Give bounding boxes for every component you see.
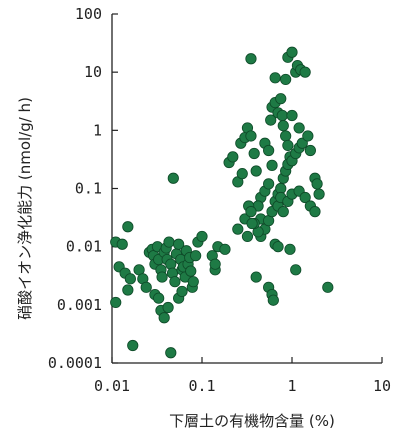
- scatter-points: [110, 46, 334, 359]
- data-point: [232, 223, 244, 235]
- chart-axes: [111, 13, 383, 364]
- data-point: [227, 151, 239, 163]
- data-point: [156, 271, 168, 283]
- data-point: [209, 258, 221, 270]
- data-point: [187, 276, 199, 288]
- data-point: [272, 241, 284, 253]
- data-point: [275, 93, 287, 105]
- data-point: [165, 258, 177, 270]
- data-point: [280, 73, 292, 86]
- data-point: [140, 281, 152, 293]
- y-tick-label: 0.01: [66, 238, 102, 256]
- data-point: [110, 296, 122, 309]
- data-point: [277, 120, 289, 132]
- data-point: [127, 339, 139, 352]
- data-point: [176, 285, 188, 298]
- y-tick-label: 0.1: [75, 180, 102, 198]
- x-tick-label: 0.01: [94, 377, 130, 395]
- x-axis-title: 下層土の有機物含量 (%): [169, 412, 335, 430]
- x-tick-label: 1: [287, 377, 296, 395]
- data-point: [282, 139, 294, 152]
- y-tick-label: 100: [75, 5, 102, 23]
- data-point: [286, 109, 298, 122]
- data-point: [302, 130, 314, 142]
- data-point: [311, 178, 323, 190]
- data-point: [284, 243, 296, 255]
- data-point: [246, 217, 258, 230]
- data-point: [250, 271, 262, 283]
- data-point: [245, 53, 257, 65]
- x-tick-label: 0.1: [188, 377, 215, 395]
- data-point: [196, 230, 208, 243]
- data-point: [158, 312, 170, 324]
- data-point: [190, 250, 202, 262]
- data-point: [263, 144, 275, 157]
- data-point: [165, 347, 177, 359]
- data-point: [245, 206, 257, 218]
- data-point: [266, 159, 278, 171]
- data-point: [299, 191, 311, 204]
- data-point: [116, 238, 128, 250]
- data-point: [162, 301, 174, 314]
- data-point: [276, 109, 288, 122]
- data-point: [122, 284, 134, 296]
- data-point: [185, 265, 197, 277]
- y-axis-title: 硝酸イオン浄化能力 (nmol/g/ h): [16, 97, 34, 320]
- y-tick-label: 0.001: [57, 296, 102, 314]
- data-point: [122, 221, 134, 233]
- data-point: [269, 72, 281, 84]
- y-tick-label: 10: [84, 63, 102, 81]
- data-point: [299, 66, 311, 78]
- data-point: [245, 130, 257, 142]
- data-point: [169, 276, 181, 288]
- data-point: [250, 165, 262, 177]
- data-point: [277, 206, 289, 218]
- y-tick-label: 1: [93, 121, 102, 139]
- data-point: [167, 172, 179, 184]
- axis-labels: 0.0001 0.001 0.01 0.1 1 10 100 0.01 0.1 1 10 下層土の有機…: [16, 5, 391, 430]
- x-tick-label: 10: [373, 377, 391, 395]
- data-point: [290, 264, 302, 276]
- data-point: [241, 230, 254, 243]
- data-point: [219, 243, 231, 255]
- data-point: [267, 294, 279, 306]
- data-point: [263, 178, 275, 190]
- data-point: [280, 130, 292, 142]
- data-point: [236, 168, 248, 180]
- data-point: [322, 281, 334, 293]
- data-point: [173, 238, 185, 250]
- data-point: [293, 122, 305, 134]
- data-point: [153, 292, 165, 304]
- data-point: [163, 236, 175, 248]
- data-point: [265, 114, 277, 126]
- data-point: [248, 147, 260, 160]
- y-tick-label: 0.0001: [48, 354, 102, 372]
- data-point: [304, 144, 316, 157]
- data-point: [124, 273, 136, 285]
- data-point: [309, 206, 321, 218]
- data-point: [286, 46, 298, 58]
- data-point: [313, 188, 325, 200]
